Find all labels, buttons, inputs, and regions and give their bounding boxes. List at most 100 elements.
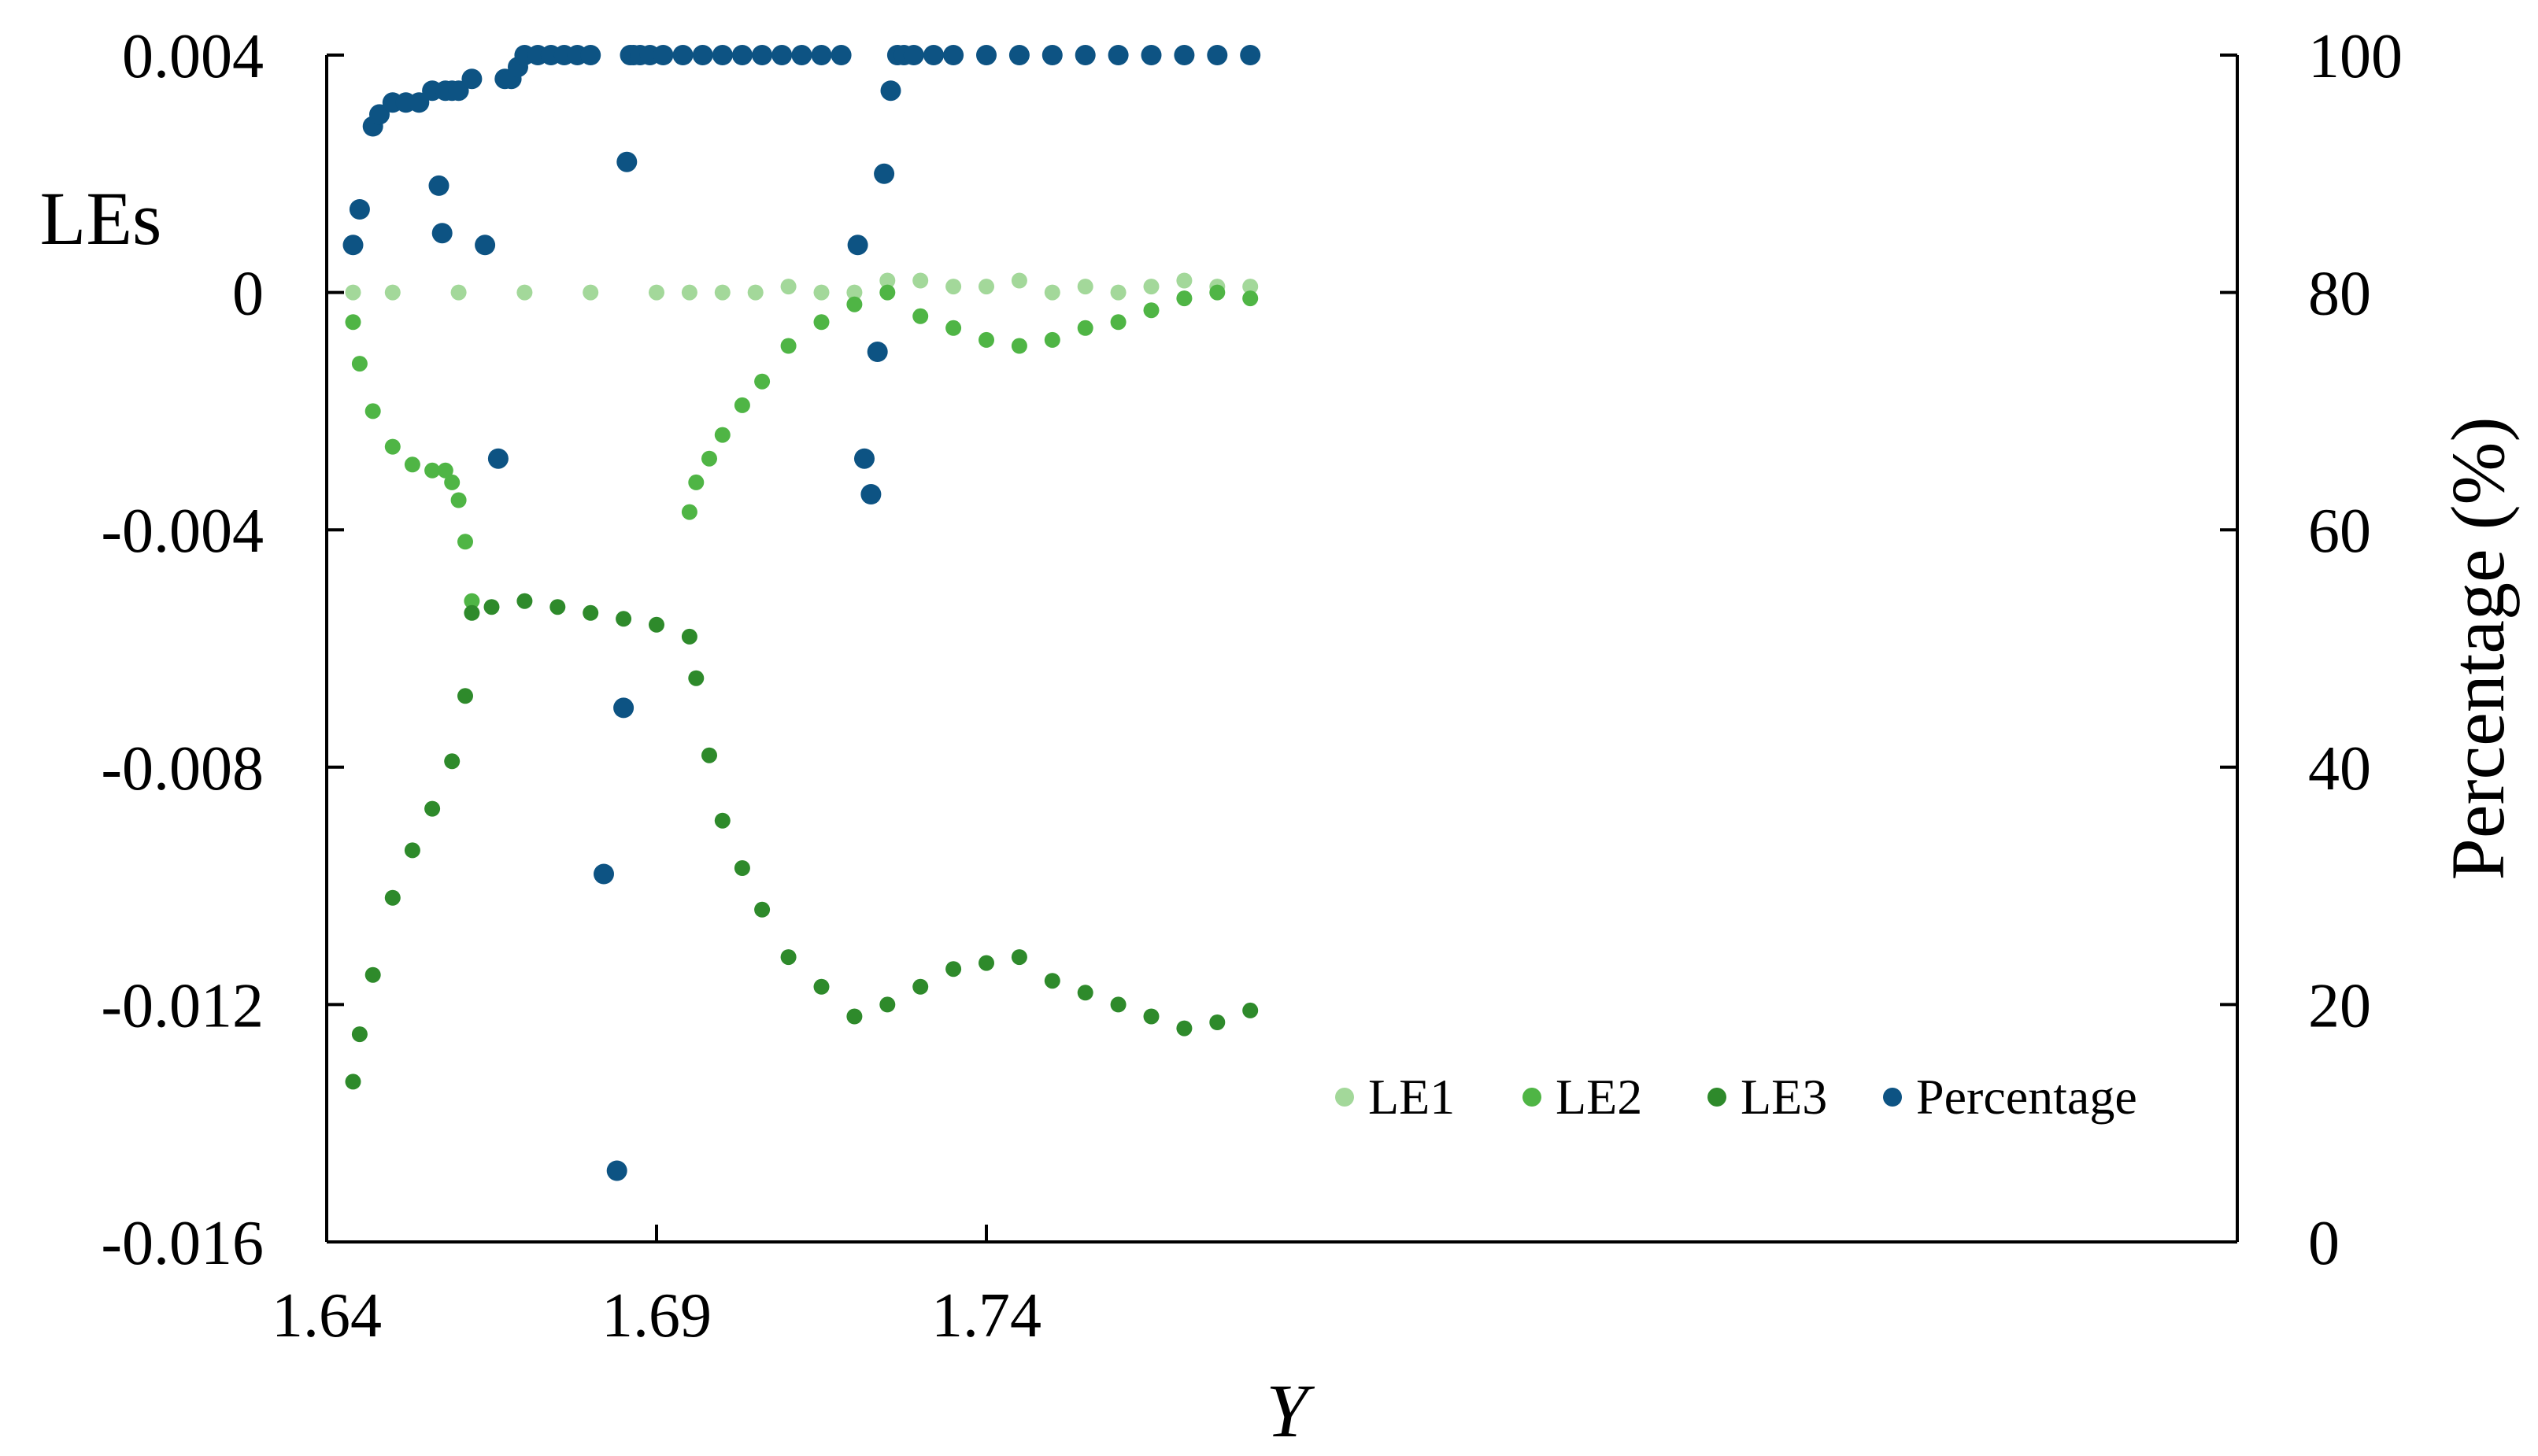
le3-point — [1110, 996, 1127, 1013]
y-right-tick-label: 0 — [2308, 1209, 2340, 1278]
le3-point — [1044, 973, 1060, 989]
le2-point — [1011, 338, 1027, 354]
le3-point — [404, 842, 420, 859]
percentage-point — [594, 863, 614, 885]
percentage-point — [653, 45, 674, 65]
percentage-point — [1174, 45, 1195, 65]
le1-point — [583, 284, 599, 301]
le1-point — [714, 284, 731, 301]
le1-point — [979, 279, 994, 295]
legend-label: LE3 — [1741, 1069, 1827, 1125]
percentage-point — [923, 45, 944, 65]
percentage-point — [854, 448, 875, 469]
le2-point — [754, 373, 771, 390]
legend-item-percentage: Percentage — [1883, 1069, 2137, 1125]
y-right-tick-label: 60 — [2308, 497, 2371, 566]
axis-labels: LEs Percentage (%) Y — [40, 176, 2520, 1453]
le1-point — [912, 272, 929, 289]
percentage-point — [1041, 45, 1063, 65]
series-le3 — [345, 593, 1259, 1090]
le3-point — [364, 966, 381, 983]
legend: LE1 LE2 LE3 Percentage — [1335, 1069, 2137, 1125]
le3-point — [879, 996, 896, 1013]
legend-label: LE1 — [1368, 1069, 1455, 1125]
series-le1 — [345, 272, 1259, 301]
y-left-tick-label: -0.008 — [101, 734, 264, 804]
le2-point — [384, 438, 401, 455]
le3-point — [457, 688, 473, 704]
percentage-point — [1008, 45, 1030, 65]
percentage-point — [461, 68, 483, 90]
le1-point — [1044, 284, 1060, 301]
le1-point — [1077, 279, 1093, 295]
x-tick-label: 1.64 — [272, 1281, 382, 1351]
percentage-point — [831, 45, 852, 65]
le3-point — [1143, 1008, 1160, 1025]
percentage-point — [475, 235, 496, 256]
percentage-point — [1108, 45, 1129, 65]
y-right-tick-label: 80 — [2308, 260, 2371, 329]
le1-point — [649, 284, 664, 301]
le1-point — [1143, 279, 1160, 295]
le2-point — [979, 331, 994, 348]
le2-point — [945, 320, 962, 336]
y-right-axis-label: Percentage (%) — [2436, 417, 2520, 881]
le3-point — [780, 949, 797, 966]
y-right-tick-label: 20 — [2308, 971, 2371, 1040]
percentage-point — [1207, 45, 1228, 65]
le2-point — [714, 427, 731, 443]
le3-point — [681, 628, 697, 645]
percentage-point — [1240, 45, 1261, 65]
percentage-point — [712, 45, 733, 65]
y-right-tick-label: 100 — [2308, 22, 2403, 91]
le1-point — [1176, 272, 1193, 289]
le1-point — [945, 279, 962, 295]
le3-point — [1077, 985, 1093, 1001]
le3-point — [945, 961, 962, 977]
le3-point — [351, 1026, 368, 1043]
le1-point — [1011, 272, 1027, 289]
percentage-point — [752, 45, 773, 65]
le3-point — [616, 611, 632, 627]
le2-point — [813, 314, 830, 331]
percentage-point — [903, 45, 924, 65]
le2-point — [1044, 331, 1060, 348]
le1-point — [747, 284, 764, 301]
legend-item-le1: LE1 — [1335, 1069, 1455, 1125]
plot-frame — [325, 55, 2239, 1244]
le3-point — [979, 955, 994, 971]
x-axis-label: Y — [1266, 1369, 1315, 1453]
le2-point — [424, 462, 441, 479]
legend-label: LE2 — [1556, 1069, 1642, 1125]
legend-item-le2: LE2 — [1522, 1069, 1642, 1125]
legend-marker — [1335, 1088, 1354, 1107]
percentage-point — [616, 151, 638, 172]
le1-point — [846, 284, 863, 301]
le3-point — [1242, 1002, 1259, 1018]
le2-point — [688, 474, 705, 490]
percentage-point — [874, 163, 895, 184]
percentage-point — [349, 199, 370, 220]
le2-point — [681, 504, 697, 520]
percentage-point — [613, 697, 634, 719]
percentage-point — [672, 45, 694, 65]
le1-point — [813, 284, 830, 301]
le3-point — [1011, 949, 1027, 966]
percentage-point — [791, 45, 812, 65]
le3-point — [754, 901, 771, 918]
le2-point — [1242, 290, 1259, 307]
percentage-point — [867, 342, 888, 362]
le1-point — [681, 284, 697, 301]
le2-point — [734, 397, 750, 413]
axis-ticks: 1.64 1.69 1.74 0.004 0 -0.004 -0.008 -0.012 -0.0… — [101, 22, 2403, 1351]
x-tick-label: 1.74 — [931, 1281, 1041, 1351]
le2-point — [1077, 320, 1093, 336]
le3-point — [1209, 1014, 1226, 1030]
le2-point — [1143, 302, 1160, 319]
le2-point — [464, 593, 480, 609]
le1-point — [879, 272, 896, 289]
le3-point — [384, 889, 401, 906]
le3-point — [424, 800, 441, 817]
le2-point — [912, 308, 929, 324]
